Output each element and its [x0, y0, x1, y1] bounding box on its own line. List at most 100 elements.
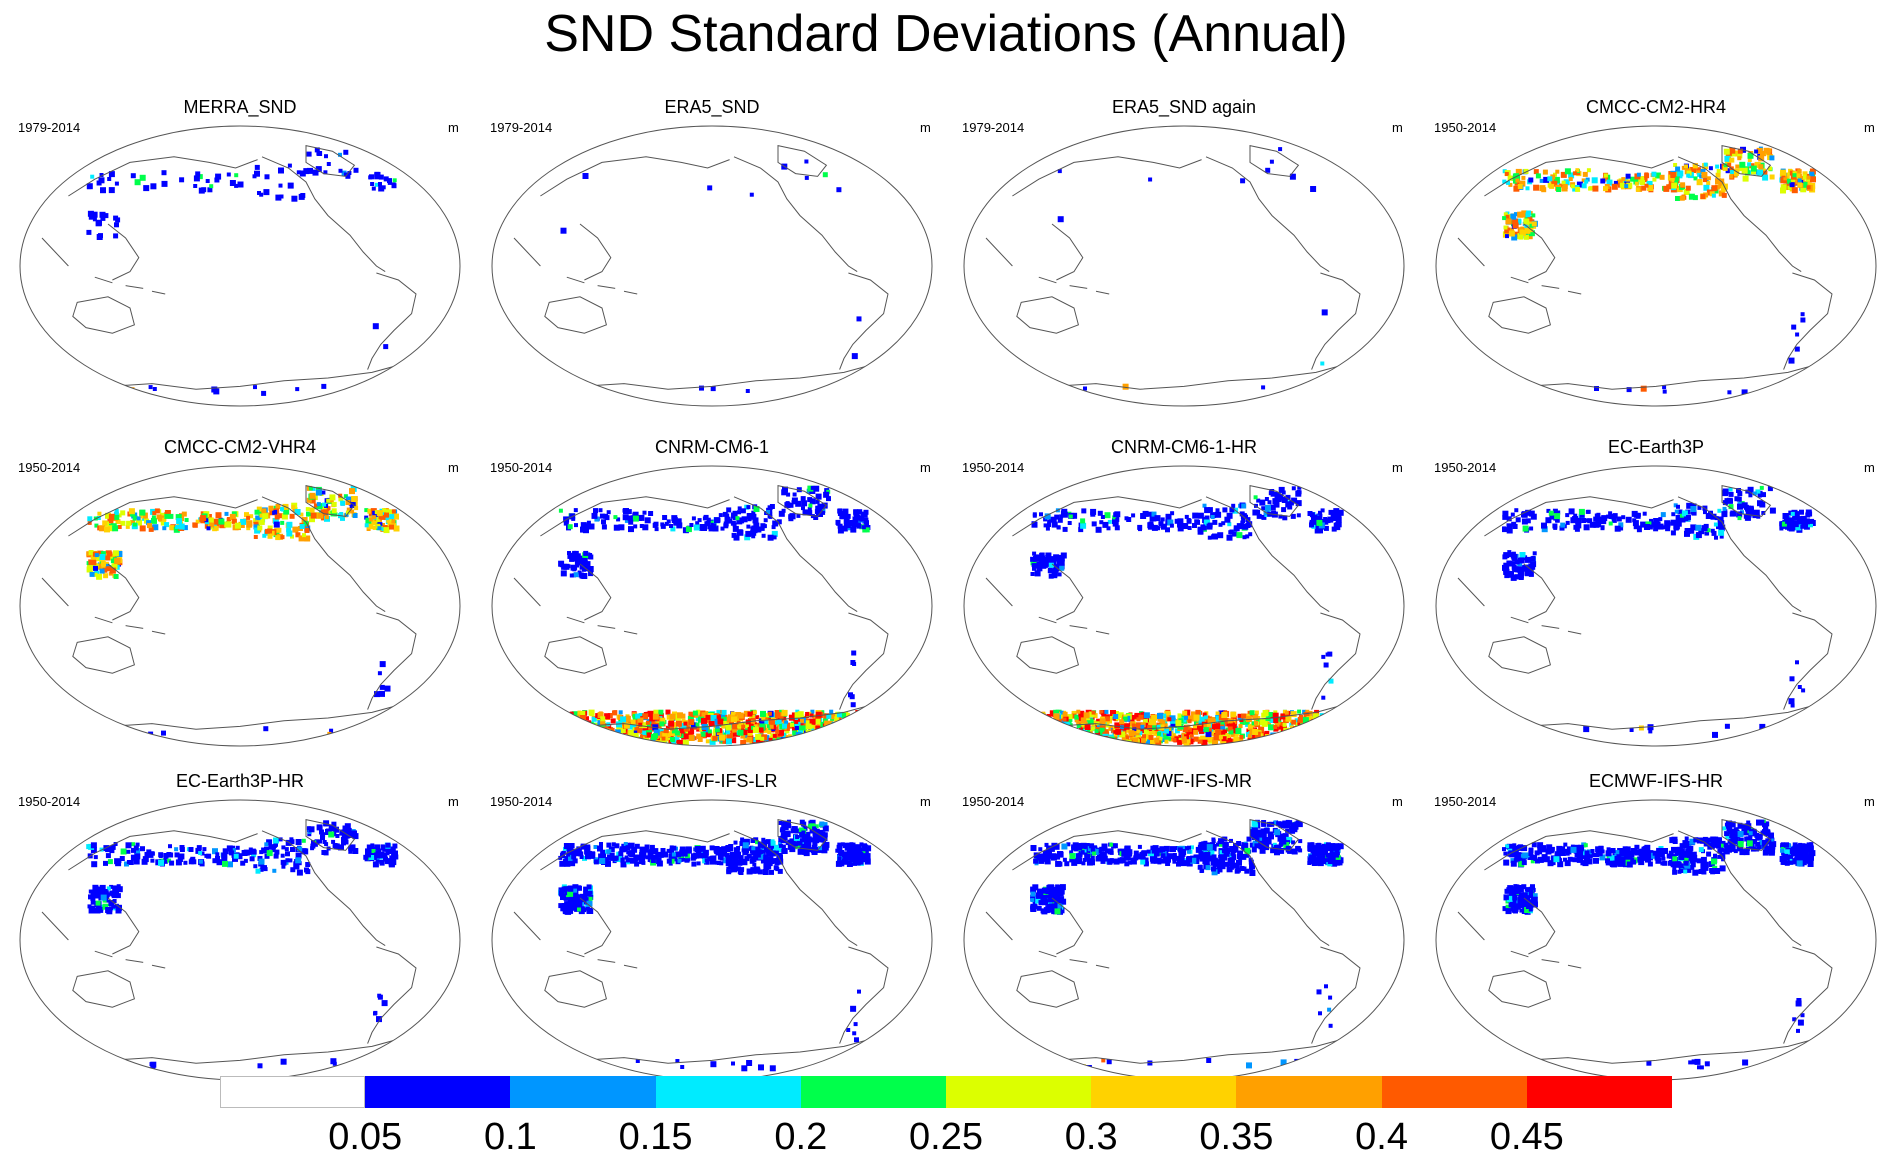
snow-cell — [1803, 174, 1808, 180]
snow-cell — [561, 570, 566, 575]
snow-cell — [744, 723, 749, 729]
snow-cell — [391, 183, 397, 189]
snow-cell — [389, 524, 394, 530]
snow-cell — [856, 725, 862, 731]
snow-cell — [631, 846, 638, 853]
snow-cell — [583, 550, 589, 556]
snow-cell — [800, 496, 806, 502]
snow-cell — [685, 847, 692, 854]
snow-cell — [1146, 730, 1153, 736]
snow-cell — [310, 843, 316, 849]
snow-cell — [1560, 171, 1567, 178]
snow-cell — [838, 722, 845, 728]
snow-cell — [1261, 712, 1267, 718]
world-map — [963, 125, 1405, 407]
snow-cell — [1330, 722, 1336, 728]
coastline — [1038, 276, 1110, 295]
snow-cell — [1218, 735, 1223, 740]
snow-cell — [822, 731, 828, 737]
snow-cell — [1269, 489, 1275, 494]
snow-cell — [251, 852, 257, 858]
snow-cell — [649, 844, 655, 850]
snow-cell — [1759, 501, 1766, 508]
snow-cell — [821, 847, 828, 854]
snow-cell — [1051, 572, 1057, 578]
snow-cell — [168, 844, 172, 849]
snow-cell — [714, 517, 720, 524]
snow-cell — [1282, 737, 1288, 744]
snow-cell — [1134, 712, 1141, 719]
snow-cell — [1177, 713, 1182, 718]
snow-cell — [1078, 732, 1083, 737]
snow-cell — [1124, 516, 1129, 521]
snow-cell — [136, 516, 141, 521]
snow-cell — [852, 521, 857, 526]
snow-cell — [1330, 730, 1336, 736]
snow-cell — [1164, 739, 1169, 744]
snow-cell — [856, 733, 861, 738]
snow-cell — [144, 852, 150, 857]
snow-cell — [1177, 525, 1184, 532]
snow-cell — [782, 486, 788, 493]
snow-cell — [705, 731, 712, 738]
snow-cell — [1226, 738, 1233, 745]
snow-cell — [89, 571, 95, 577]
snow-cell — [1333, 711, 1338, 716]
snow-cell — [1047, 519, 1052, 524]
snow-cell — [567, 715, 574, 722]
snow-cell — [852, 860, 858, 866]
snow-cell — [164, 513, 170, 519]
snow-cell — [1158, 521, 1163, 526]
coastline — [1721, 144, 1772, 177]
snow-cell — [271, 848, 276, 853]
snow-cell — [839, 731, 845, 737]
coastline — [1783, 612, 1833, 710]
snow-cell — [809, 498, 816, 505]
snow-cell — [710, 386, 716, 392]
snow-cell — [678, 854, 685, 861]
map-panel: MERRA_SND 1979-2014 m — [8, 96, 472, 416]
snow-cell — [1683, 516, 1689, 521]
snow-cell — [591, 716, 597, 722]
snow-cell — [805, 838, 810, 843]
snow-cell — [829, 728, 835, 734]
snow-cell — [103, 213, 109, 219]
snow-cell — [649, 852, 654, 857]
snow-cell — [1244, 720, 1249, 725]
snow-cell — [106, 908, 113, 915]
coastline — [107, 563, 140, 621]
snow-cell — [805, 841, 812, 848]
snow-cell — [1662, 525, 1667, 530]
snow-cell — [599, 842, 603, 846]
snow-cell — [571, 711, 578, 718]
snow-cell — [675, 720, 682, 727]
snow-cell — [624, 715, 631, 722]
snow-cell — [255, 519, 260, 524]
snow-cell — [320, 835, 325, 840]
snow-cell — [1043, 733, 1048, 738]
snow-cell — [1189, 727, 1194, 732]
snow-cell — [569, 724, 575, 730]
snow-cell — [96, 573, 103, 580]
snow-cell — [584, 849, 590, 855]
snow-cell — [580, 845, 585, 850]
snow-cell — [822, 732, 828, 738]
snow-cell — [724, 516, 731, 523]
snow-cell — [601, 736, 607, 742]
snow-cell — [202, 847, 207, 852]
snow-cell — [1189, 733, 1194, 738]
snow-cell — [809, 736, 816, 743]
snow-cell — [1748, 493, 1753, 498]
snow-cell — [1097, 510, 1103, 516]
snow-cell — [808, 503, 813, 508]
snow-cell — [161, 180, 168, 187]
snow-cell — [1724, 155, 1731, 162]
snow-cell — [391, 509, 396, 514]
coastline — [72, 636, 135, 674]
snow-cell — [1159, 732, 1166, 739]
snow-cell — [295, 852, 302, 859]
snow-cell — [298, 193, 305, 200]
snow-cell — [1095, 526, 1102, 533]
snow-cell — [251, 849, 257, 855]
snow-cell — [206, 853, 212, 859]
